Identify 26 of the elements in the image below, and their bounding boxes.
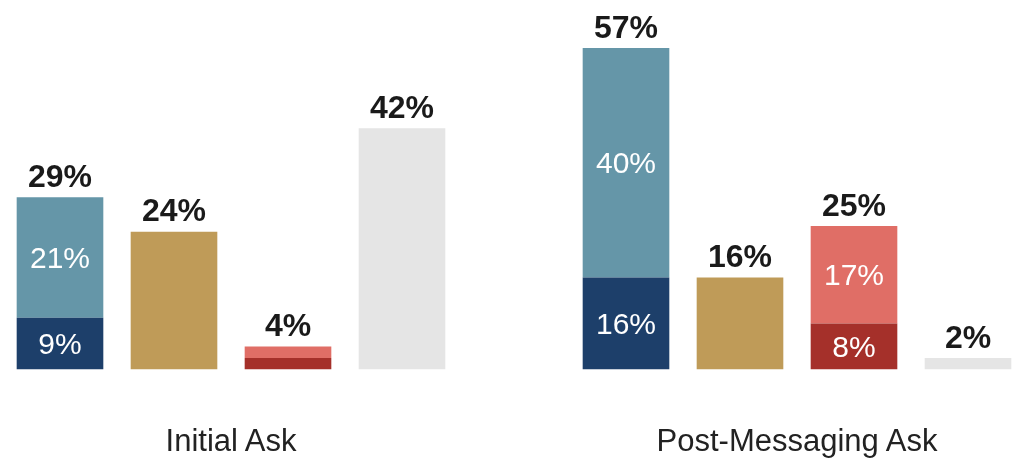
data-label: 9% bbox=[38, 326, 82, 360]
bar bbox=[582, 277, 670, 370]
total-label: 29% bbox=[27, 158, 93, 195]
data-label: 17% bbox=[823, 257, 885, 291]
bar bbox=[244, 357, 332, 370]
total-label: 25% bbox=[821, 186, 887, 223]
bar bbox=[16, 197, 104, 318]
total-label: 42% bbox=[369, 89, 435, 126]
total-label: 24% bbox=[141, 192, 207, 229]
total-label: 57% bbox=[593, 8, 659, 45]
data-label: 16% bbox=[595, 306, 657, 340]
bar bbox=[696, 277, 784, 370]
bar bbox=[582, 48, 670, 278]
total-label: 4% bbox=[264, 307, 312, 344]
total-label: 2% bbox=[944, 318, 992, 355]
bar bbox=[358, 128, 446, 370]
bar bbox=[130, 231, 218, 370]
data-label: 8% bbox=[832, 329, 876, 363]
data-label: 21% bbox=[29, 240, 91, 274]
bar bbox=[244, 346, 332, 358]
total-label: 16% bbox=[707, 238, 773, 275]
data-label: 40% bbox=[595, 146, 657, 180]
x-axis-title: Initial Ask bbox=[165, 422, 297, 458]
bar bbox=[924, 357, 1012, 370]
bar bbox=[810, 225, 898, 324]
x-axis-title: Post-Messaging Ask bbox=[656, 422, 938, 458]
